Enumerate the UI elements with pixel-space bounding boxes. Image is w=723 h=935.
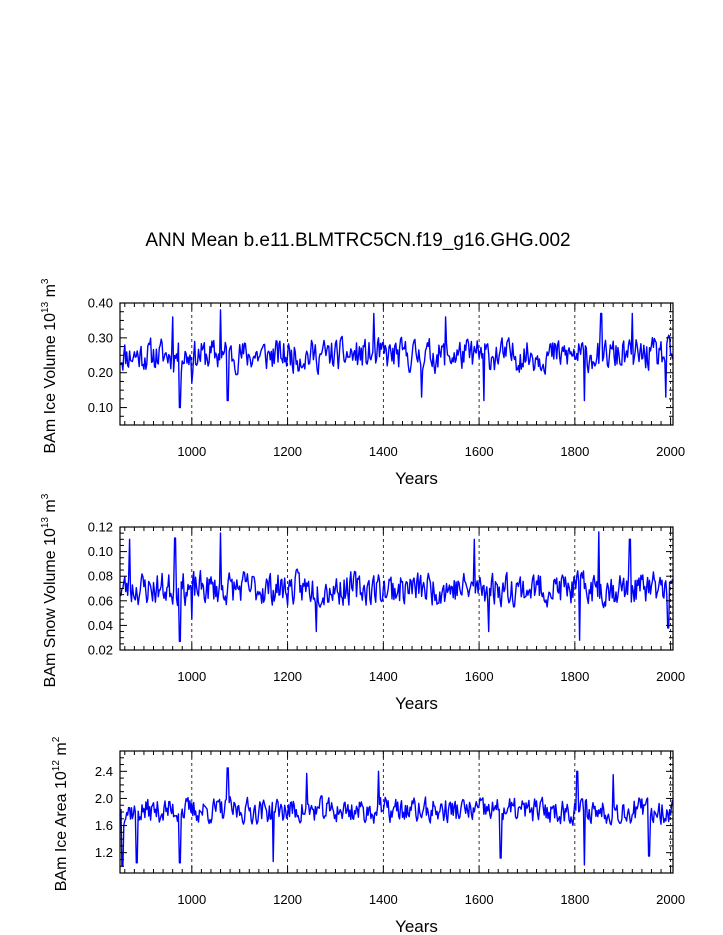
y-tick-label: 1.2 xyxy=(95,845,113,860)
y-tick-label: 0.02 xyxy=(88,643,113,658)
x-axis-label: Years xyxy=(395,917,438,935)
x-tick-label: 1400 xyxy=(369,444,398,459)
x-tick-label: 2000 xyxy=(656,444,685,459)
y-axis-label: BAm Ice Area 1012 m2 xyxy=(51,736,70,891)
series-line-ice-area xyxy=(119,767,674,867)
x-tick-label: 1800 xyxy=(560,892,589,907)
y-tick-label: 0.10 xyxy=(88,544,113,559)
x-tick-label: 1200 xyxy=(273,892,302,907)
x-tick-label: 1000 xyxy=(177,669,206,684)
plot-frame xyxy=(119,302,674,426)
chart-title: ANN Mean b.e11.BLMTRC5CN.f19_g16.GHG.002 xyxy=(145,230,570,251)
y-tick-label: 2.0 xyxy=(95,791,113,806)
x-tick-label: 1600 xyxy=(465,669,494,684)
series-line-snow-volume xyxy=(119,531,674,643)
y-axis-label: BAm Snow Volume 1013 m3 xyxy=(40,493,59,687)
y-tick-label: 0.06 xyxy=(88,593,113,608)
y-tick-label: 0.10 xyxy=(88,400,113,415)
x-tick-label: 1600 xyxy=(465,892,494,907)
y-tick-label: 0.20 xyxy=(88,365,113,380)
x-axis-label: Years xyxy=(395,469,438,488)
panel-ice-area: 1000 1200 1400 1600 1800 2000 1.2 1.6 2.0 2.4 Year… xyxy=(51,736,685,935)
x-tick-label: 1000 xyxy=(177,444,206,459)
y-tick-label: 0.04 xyxy=(88,618,113,633)
x-tick-label: 1400 xyxy=(369,669,398,684)
panel-snow-volume: 1000 1200 1400 1600 1800 2000 0.02 0.04 0.06 0.08… xyxy=(40,493,685,713)
series-line-ice-volume xyxy=(119,309,674,409)
y-tick-label: 0.40 xyxy=(88,296,113,311)
x-tick-label: 1400 xyxy=(369,892,398,907)
x-tick-label: 1200 xyxy=(273,444,302,459)
x-axis-label: Years xyxy=(395,694,438,713)
x-tick-label: 1600 xyxy=(465,444,494,459)
y-tick-label: 0.12 xyxy=(88,520,113,535)
y-tick-label: 1.6 xyxy=(95,818,113,833)
y-axis-label: BAm Ice Volume 1013 m3 xyxy=(40,278,59,453)
y-tick-label: 0.30 xyxy=(88,330,113,345)
x-tick-label: 1000 xyxy=(177,892,206,907)
y-tick-label: 2.4 xyxy=(95,764,113,779)
panel-ice-volume: 1000 1200 1400 1600 1800 2000 0.10 0.20 0.30 0.40… xyxy=(40,278,685,488)
y-tick-label: 0.08 xyxy=(88,569,113,584)
x-tick-label: 1200 xyxy=(273,669,302,684)
x-tick-label: 1800 xyxy=(560,669,589,684)
x-tick-label: 2000 xyxy=(656,669,685,684)
x-tick-label: 1800 xyxy=(560,444,589,459)
x-tick-label: 2000 xyxy=(656,892,685,907)
